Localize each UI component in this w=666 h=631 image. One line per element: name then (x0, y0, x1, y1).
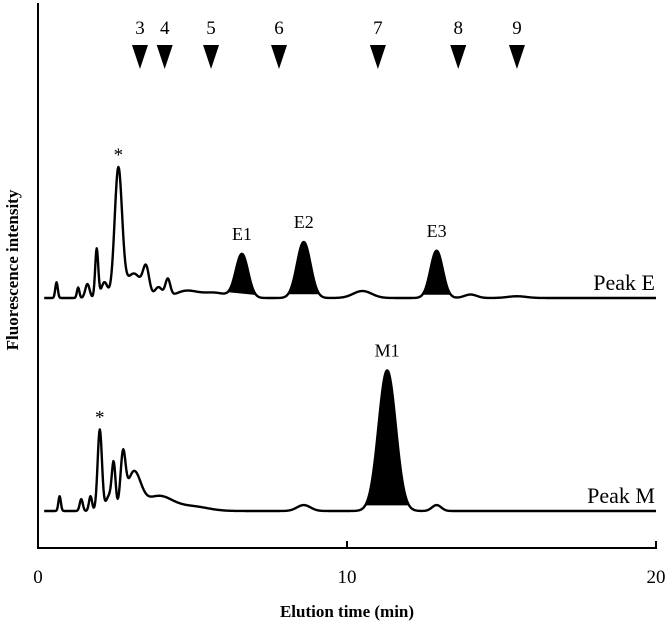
standard-marker-triangle (156, 45, 173, 69)
peak-annotation: E3 (427, 221, 447, 241)
standard-marker-label: 7 (373, 18, 383, 39)
standard-marker-label: 5 (206, 18, 216, 39)
y-axis-title: Fluorescence intensity (3, 189, 22, 350)
standard-marker-triangle (203, 45, 220, 69)
standard-marker-label: 3 (135, 18, 145, 39)
trace-label: Peak E (593, 270, 655, 295)
standard-marker-triangle (369, 45, 386, 69)
trace-label: Peak M (587, 483, 655, 508)
trace-group (43, 165, 657, 300)
x-axis-ticks: 0 10 20 (33, 541, 666, 588)
x-axis-title: Elution time (min) (280, 602, 414, 621)
standard-marker-triangle (271, 45, 288, 69)
standard-marker-label: 9 (512, 18, 522, 39)
standard-marker-triangle (508, 45, 525, 69)
x-tick-label: 10 (338, 567, 357, 588)
trace-line (43, 165, 657, 300)
x-tick-label: 0 (33, 567, 43, 588)
peak-annotation: * (114, 145, 124, 166)
standard-marker-label: 6 (274, 18, 284, 39)
peak-annotation: E1 (232, 224, 252, 244)
standard-marker-label: 8 (453, 18, 463, 39)
trace-group (43, 369, 657, 513)
peak-annotations: Peak E * E1 E2 E3 Peak M * M1 (95, 145, 655, 508)
standard-marker-triangle (131, 45, 148, 69)
trace-line (43, 369, 657, 513)
traces (43, 165, 657, 513)
peak-annotation: * (95, 407, 105, 428)
x-tick-label: 20 (647, 567, 666, 588)
peak-annotation: E2 (294, 212, 314, 232)
standard-marker-triangle (450, 45, 467, 69)
peak-annotation: M1 (375, 340, 400, 360)
standard-marker-label: 4 (160, 18, 170, 39)
